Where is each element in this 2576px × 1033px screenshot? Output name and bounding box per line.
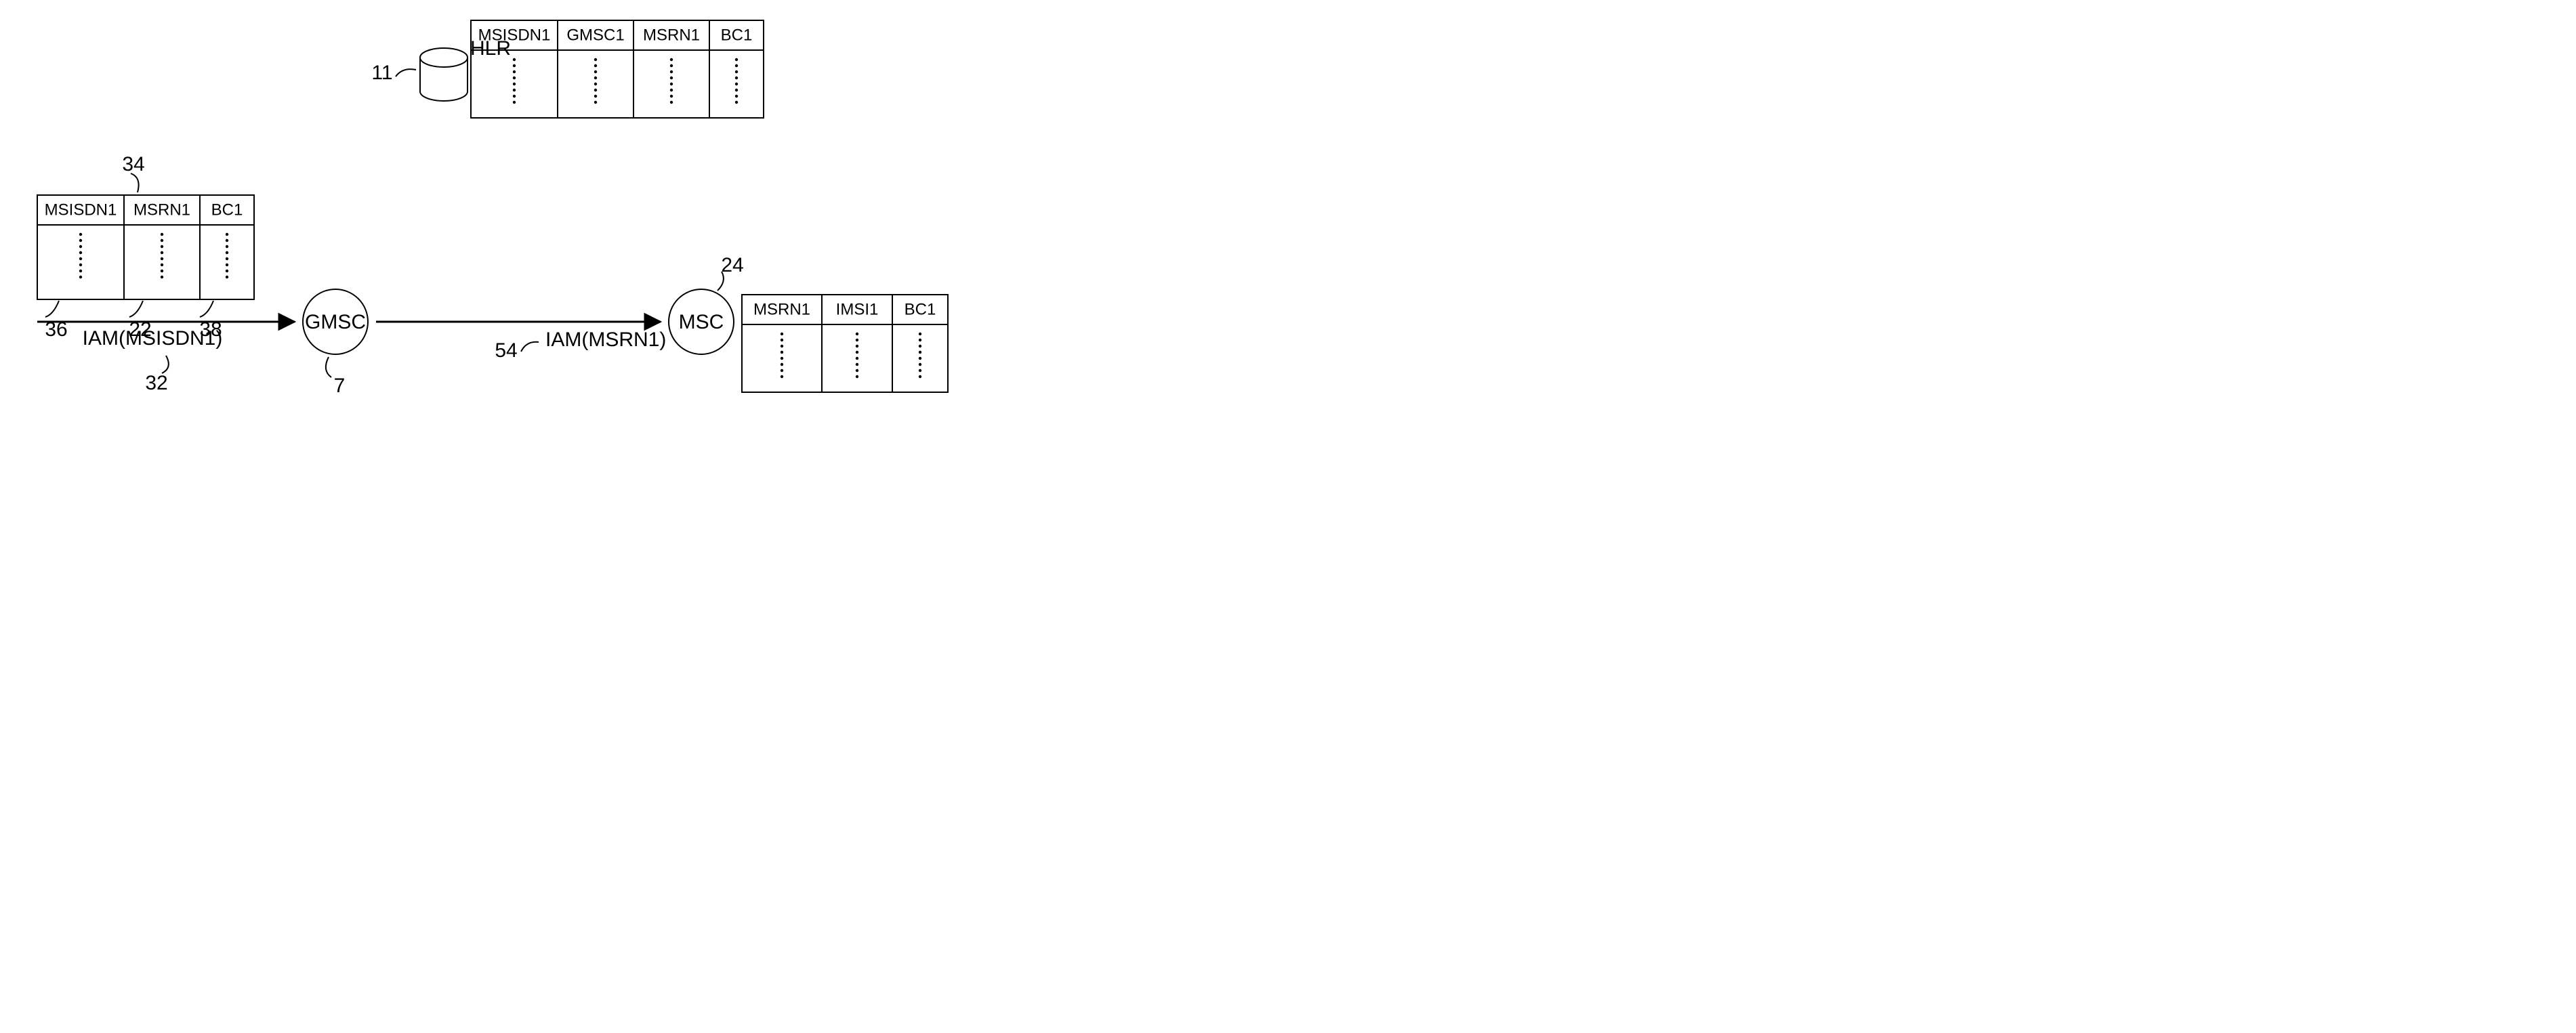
svg-text:GMSC: GMSC [305, 311, 366, 333]
svg-text:MSRN1: MSRN1 [753, 300, 810, 318]
svg-text:24: 24 [721, 254, 743, 276]
svg-text:BC1: BC1 [721, 26, 753, 44]
svg-text:54: 54 [495, 339, 517, 362]
svg-text:MSRN1: MSRN1 [133, 201, 190, 219]
svg-text:11: 11 [371, 62, 392, 84]
svg-text:MSC: MSC [679, 311, 724, 333]
svg-text:GMSC1: GMSC1 [566, 26, 624, 44]
svg-text:IAM(MSISDN1): IAM(MSISDN1) [83, 327, 223, 350]
svg-text:7: 7 [334, 375, 346, 397]
svg-text:BC1: BC1 [905, 300, 936, 318]
svg-text:32: 32 [145, 372, 167, 394]
svg-text:MSRN1: MSRN1 [643, 26, 700, 44]
svg-text:BC1: BC1 [211, 201, 243, 219]
svg-text:IAM(MSRN1): IAM(MSRN1) [545, 329, 666, 351]
svg-text:34: 34 [122, 153, 144, 175]
svg-text:MSISDN1: MSISDN1 [478, 26, 551, 44]
svg-text:MSISDN1: MSISDN1 [45, 201, 117, 219]
svg-text:IMSI1: IMSI1 [836, 300, 879, 318]
